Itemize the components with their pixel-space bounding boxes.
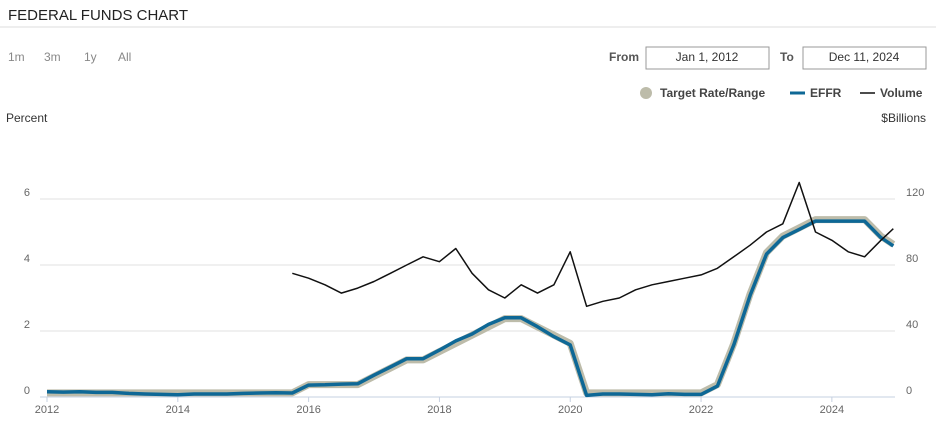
x-tick-label: 2018 [427,404,451,416]
series-line [292,181,894,308]
x-tick-label: 2020 [558,404,582,416]
legend-label: Target Rate/Range [660,86,765,100]
series-line [46,219,895,398]
x-tick-label: 2022 [689,404,713,416]
to-label: To [780,50,794,64]
range-button[interactable]: All [118,50,131,64]
to-value[interactable]: Dec 11, 2024 [829,50,900,64]
range-button[interactable]: 3m [44,50,61,64]
y2-tick-label: 120 [906,187,924,199]
y-tick-label: 0 [24,385,30,397]
from-label: From [609,50,639,64]
series-line [47,216,896,397]
y-tick-label: 2 [24,319,30,331]
legend-label: EFFR [810,86,842,100]
legend-swatch [640,87,652,99]
to-input[interactable] [802,46,927,70]
plot: 0 2 4 6 0 40 80 120 2012 2014 2016 2018 2020 2022 2024 [24,181,924,416]
legend: Target Rate/Range EFFR Volume [640,86,923,100]
y2-tick-label: 40 [906,319,918,331]
range-button[interactable]: 1y [84,50,97,64]
from-value[interactable]: Jan 1, 2012 [676,50,739,64]
range-buttons: 1m 3m 1y All [8,50,131,64]
x-tick-label: 2014 [166,404,190,416]
y-tick-label: 4 [24,253,30,265]
y2-axis-label: $Billions [881,111,926,125]
x-tick-label: 2016 [296,404,320,416]
y-axis-label: Percent [6,111,48,125]
y-tick-label: 6 [24,187,30,199]
from-input[interactable] [645,46,770,70]
x-tick-label: 2024 [820,404,844,416]
x-tick-label: 2012 [35,404,59,416]
legend-label: Volume [880,86,923,100]
y2-tick-label: 0 [906,385,912,397]
chart-title: FEDERAL FUNDS CHART [8,7,188,24]
range-button[interactable]: 1m [8,50,25,64]
y2-tick-label: 80 [906,253,918,265]
